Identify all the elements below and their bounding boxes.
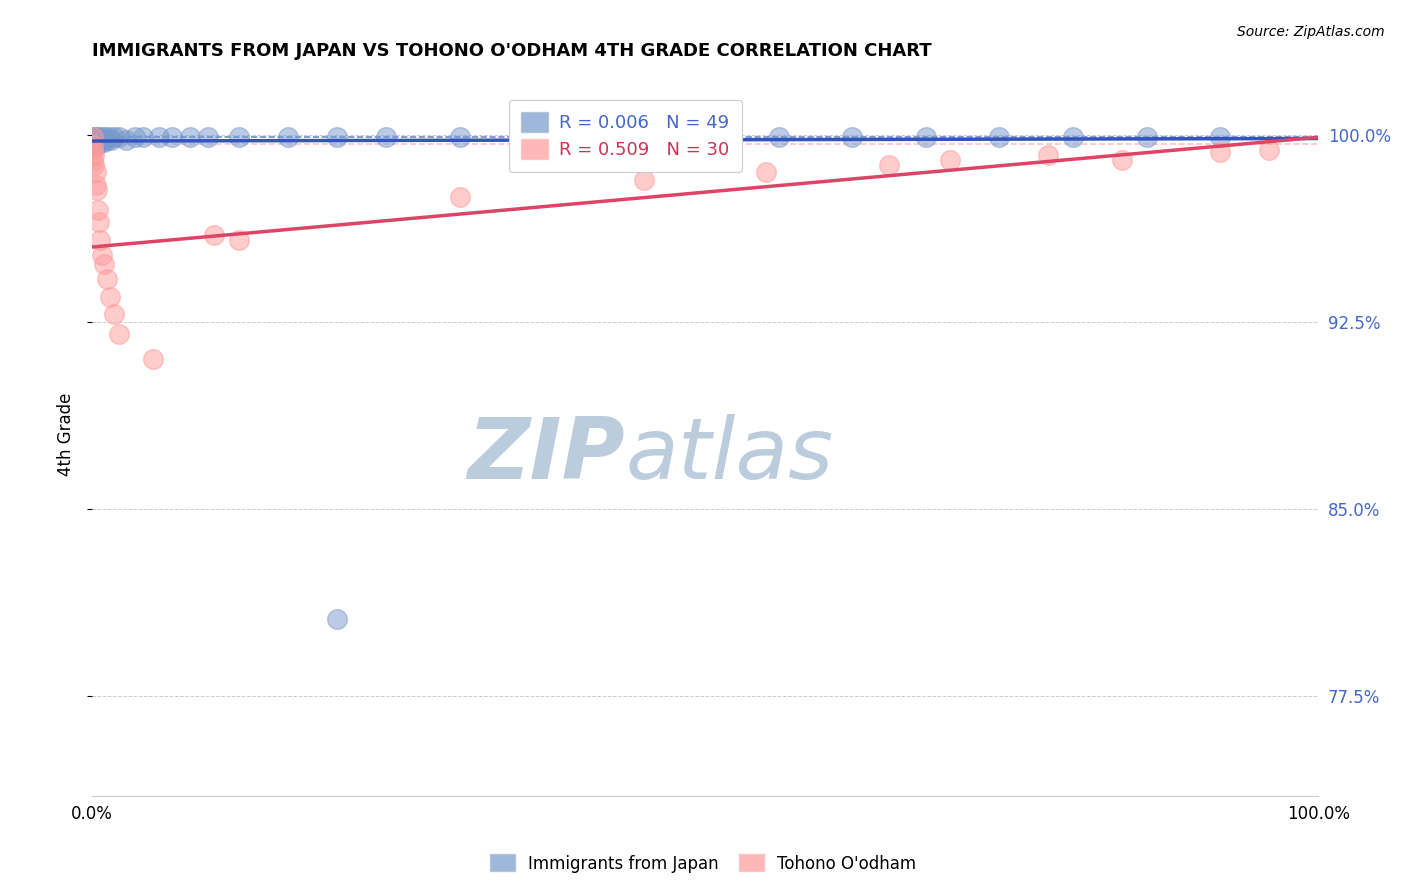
Legend: Immigrants from Japan, Tohono O'odham: Immigrants from Japan, Tohono O'odham bbox=[484, 847, 922, 880]
Point bbox=[83, 135, 105, 149]
Point bbox=[1209, 130, 1232, 145]
Point bbox=[90, 130, 112, 145]
Point bbox=[82, 153, 104, 167]
Point bbox=[1258, 143, 1281, 157]
Point bbox=[142, 352, 165, 367]
Point bbox=[326, 130, 349, 145]
Point bbox=[90, 247, 112, 261]
Point bbox=[82, 130, 104, 145]
Point bbox=[228, 130, 250, 145]
Point bbox=[115, 133, 138, 147]
Point bbox=[132, 130, 155, 145]
Point bbox=[160, 130, 183, 145]
Point bbox=[1209, 145, 1232, 160]
Point bbox=[82, 137, 104, 152]
Point bbox=[83, 147, 105, 161]
Point bbox=[91, 133, 114, 147]
Point bbox=[768, 130, 790, 145]
Point bbox=[83, 140, 105, 154]
Point bbox=[89, 233, 111, 247]
Point bbox=[124, 130, 146, 145]
Point bbox=[98, 290, 121, 304]
Point bbox=[100, 133, 122, 147]
Point bbox=[83, 133, 105, 147]
Point bbox=[534, 130, 557, 145]
Point bbox=[89, 135, 111, 149]
Point bbox=[939, 153, 962, 167]
Point bbox=[103, 130, 125, 145]
Point bbox=[82, 137, 104, 152]
Point bbox=[755, 165, 778, 179]
Point bbox=[197, 130, 219, 145]
Point bbox=[96, 133, 118, 147]
Point bbox=[83, 130, 105, 145]
Point bbox=[84, 137, 107, 152]
Point bbox=[682, 130, 704, 145]
Point bbox=[86, 133, 108, 147]
Point bbox=[877, 158, 900, 172]
Point bbox=[82, 143, 104, 157]
Point bbox=[86, 137, 108, 152]
Point bbox=[108, 327, 131, 342]
Point bbox=[87, 130, 110, 145]
Point bbox=[914, 130, 936, 145]
Point bbox=[1135, 130, 1157, 145]
Point bbox=[87, 135, 110, 149]
Point bbox=[449, 190, 471, 204]
Point bbox=[277, 130, 299, 145]
Point bbox=[82, 135, 104, 149]
Point bbox=[93, 258, 115, 272]
Point bbox=[228, 233, 250, 247]
Text: IMMIGRANTS FROM JAPAN VS TOHONO O'ODHAM 4TH GRADE CORRELATION CHART: IMMIGRANTS FROM JAPAN VS TOHONO O'ODHAM … bbox=[91, 42, 931, 60]
Point bbox=[98, 130, 121, 145]
Point bbox=[82, 130, 104, 145]
Point bbox=[326, 612, 349, 626]
Point bbox=[89, 215, 111, 229]
Point bbox=[1038, 147, 1060, 161]
Point bbox=[103, 307, 125, 321]
Point bbox=[204, 227, 226, 242]
Point bbox=[86, 183, 108, 197]
Point bbox=[94, 130, 117, 145]
Point bbox=[84, 135, 107, 149]
Text: ZIP: ZIP bbox=[468, 414, 626, 498]
Text: atlas: atlas bbox=[626, 414, 834, 498]
Point bbox=[84, 130, 107, 145]
Legend: R = 0.006   N = 49, R = 0.509   N = 30: R = 0.006 N = 49, R = 0.509 N = 30 bbox=[509, 100, 742, 172]
Point bbox=[1111, 153, 1133, 167]
Point bbox=[83, 158, 105, 172]
Point bbox=[108, 130, 131, 145]
Point bbox=[841, 130, 863, 145]
Point bbox=[1062, 130, 1084, 145]
Point bbox=[84, 165, 107, 179]
Point bbox=[89, 133, 111, 147]
Point bbox=[449, 130, 471, 145]
Point bbox=[375, 130, 398, 145]
Point bbox=[93, 135, 115, 149]
Text: Source: ZipAtlas.com: Source: ZipAtlas.com bbox=[1237, 25, 1385, 39]
Point bbox=[179, 130, 201, 145]
Point bbox=[633, 172, 655, 186]
Point bbox=[84, 178, 107, 192]
Point bbox=[607, 130, 630, 145]
Y-axis label: 4th Grade: 4th Grade bbox=[58, 392, 75, 475]
Point bbox=[96, 272, 118, 286]
Point bbox=[87, 202, 110, 217]
Point bbox=[988, 130, 1011, 145]
Point bbox=[82, 133, 104, 147]
Point bbox=[148, 130, 170, 145]
